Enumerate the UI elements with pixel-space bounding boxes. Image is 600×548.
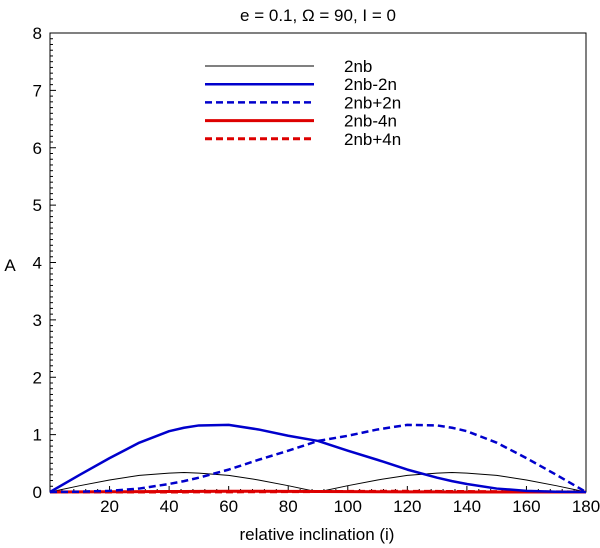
y-tick-label: 3 — [33, 311, 42, 330]
x-axis-title: relative inclination (i) — [240, 525, 395, 544]
x-tick-label: 100 — [334, 497, 362, 516]
y-tick-label: 1 — [33, 426, 42, 445]
legend-label: 2nb+2n — [344, 93, 401, 112]
x-tick-label: 80 — [279, 497, 298, 516]
x-tick-label: 160 — [512, 497, 540, 516]
legend-label: 2nb — [344, 57, 372, 76]
chart-title: e = 0.1, Ω = 90, I = 0 — [240, 6, 396, 25]
plot-frame — [49, 32, 587, 493]
series-line-2nbplus2n — [49, 423, 587, 494]
y-tick-label: 2 — [33, 368, 42, 387]
y-axis-title: A — [4, 256, 16, 275]
series-line-2nbminus2n — [49, 423, 587, 494]
x-axis: 20 40 60 80 100 120 140 160 180 — [100, 486, 600, 516]
legend-label: 2nb-4n — [344, 112, 397, 131]
series-line-2nbplus4n — [50, 489, 587, 494]
x-tick-label: 120 — [393, 497, 421, 516]
x-tick-label: 180 — [572, 497, 600, 516]
y-tick-label: 4 — [33, 254, 42, 273]
x-tick-label: 40 — [160, 497, 179, 516]
legend-label: 2nb-2n — [344, 75, 397, 94]
legend-label: 2nb+4n — [344, 130, 401, 149]
x-tick-label: 140 — [453, 497, 481, 516]
y-tick-label: 0 — [33, 483, 42, 502]
x-tick-label: 20 — [100, 497, 119, 516]
x-tick-label: 60 — [219, 497, 238, 516]
y-tick-label: 5 — [33, 196, 42, 215]
y-tick-label: 6 — [33, 139, 42, 158]
y-tick-label: 7 — [33, 81, 42, 100]
y-tick-label: 8 — [33, 24, 42, 43]
minor-ticks — [49, 38, 575, 492]
y-axis: 0 1 2 3 4 5 6 7 8 — [33, 24, 56, 502]
series-layer — [49, 423, 587, 494]
